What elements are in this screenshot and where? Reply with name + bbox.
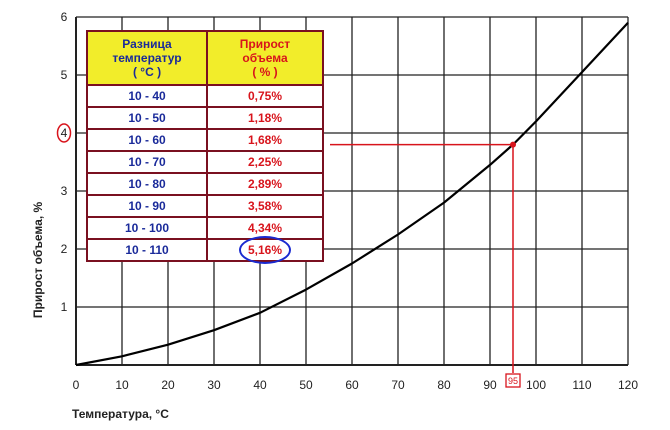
range-cell: 10 - 90: [86, 194, 208, 218]
y-axis-title: Прирост объема, %: [31, 202, 45, 319]
annotation-point: [510, 141, 516, 148]
tick-labels: 0 10 20 30 40 50 60 70 80 90 100 110 120 1 2 3 4 5 6: [61, 10, 639, 392]
x-tick-label: 20: [161, 378, 175, 392]
table-row: 10 - 100 4,34%: [86, 216, 324, 240]
header-line: Прирост: [239, 37, 291, 51]
x-tick-label: 110: [572, 378, 591, 392]
x-tick-label: 100: [526, 378, 546, 392]
annotation-x-label: 95: [508, 376, 518, 386]
growth-cell: 1,18%: [206, 106, 324, 130]
table-row: 10 - 40 0,75%: [86, 84, 324, 108]
highlight-oval: [238, 236, 292, 264]
table-row: 10 - 60 1,68%: [86, 128, 324, 152]
y-tick-label: 4: [61, 126, 68, 140]
header-line: объема: [242, 51, 288, 65]
header-temperature-difference: Разница температур ( °С ): [86, 30, 208, 86]
table-header-row: Разница температур ( °С ) Прирост объема…: [86, 30, 324, 86]
range-cell: 10 - 100: [86, 216, 208, 240]
x-tick-label: 10: [115, 378, 129, 392]
annotation-x-box: [505, 373, 521, 388]
x-tick-label: 60: [345, 378, 359, 392]
x-tick-label: 120: [618, 378, 638, 392]
growth-cell: 5,16%: [206, 236, 324, 264]
growth-cell: 2,89%: [206, 172, 324, 196]
table-row: 10 - 50 1,18%: [86, 106, 324, 130]
x-tick-label: 90: [483, 378, 497, 392]
series-layer: [75, 22, 629, 367]
table-row: 10 - 80 2,89%: [86, 172, 324, 196]
temperature-expansion-table: Разница температур ( °С ) Прирост объема…: [86, 30, 324, 264]
header-line: температур: [112, 51, 182, 65]
table-row-highlighted: 10 - 110 5,16%: [86, 236, 324, 264]
range-cell: 10 - 110: [86, 238, 208, 262]
range-cell: 10 - 40: [86, 84, 208, 108]
x-axis-title: Температура, °С: [72, 407, 169, 421]
growth-cell: 0,75%: [206, 84, 324, 108]
header-volume-growth: Прирост объема ( % ): [206, 30, 324, 86]
y-tick-label: 1: [61, 300, 68, 314]
range-cell: 10 - 80: [86, 172, 208, 196]
y-tick-label: 6: [61, 10, 68, 24]
x-tick-label: 80: [437, 378, 451, 392]
y-tick-label: 2: [61, 242, 68, 256]
growth-cell: 1,68%: [206, 128, 324, 152]
header-line: Разница: [122, 37, 172, 51]
range-cell: 10 - 70: [86, 150, 208, 174]
y-tick-label: 3: [61, 184, 68, 198]
header-line: ( % ): [252, 65, 278, 79]
range-cell: 10 - 50: [86, 106, 208, 130]
range-cell: 10 - 60: [86, 128, 208, 152]
growth-cell: 3,58%: [206, 194, 324, 218]
table-row: 10 - 90 3,58%: [86, 194, 324, 218]
x-tick-label: 50: [299, 378, 313, 392]
series-line: [75, 22, 629, 367]
annotation-layer: 95: [56, 123, 521, 388]
header-line: ( °С ): [132, 65, 162, 79]
circled-tick-marker: [56, 123, 72, 143]
highlighted-value: 5,16%: [238, 236, 292, 264]
table-row: 10 - 70 2,25%: [86, 150, 324, 174]
x-tick-label: 70: [391, 378, 405, 392]
x-tick-label: 40: [253, 378, 267, 392]
x-tick-label: 0: [73, 378, 80, 392]
x-tick-label: 30: [207, 378, 221, 392]
y-tick-label: 5: [61, 68, 68, 82]
growth-cell: 2,25%: [206, 150, 324, 174]
